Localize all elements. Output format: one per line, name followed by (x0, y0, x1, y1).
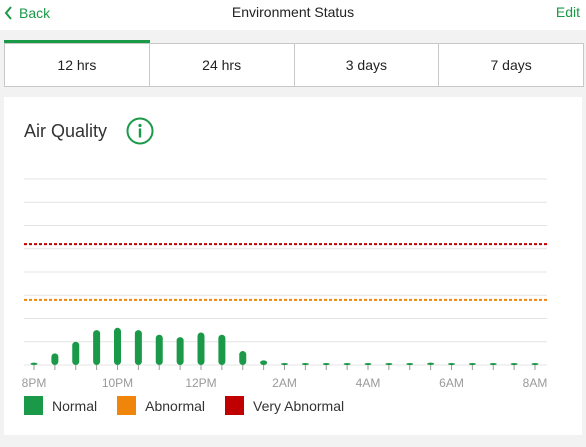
chart-bar (176, 337, 184, 365)
x-tick-label: 8PM (22, 376, 47, 390)
chart-bar (343, 363, 351, 365)
air-quality-card: Air Quality 8PM 10PM 12PM 2AM 4AM 6AM 8AM Norm… (4, 97, 582, 435)
tab-12-hrs[interactable]: 12 hrs (4, 40, 150, 86)
x-tick-label: 6AM (439, 376, 464, 390)
legend-very-abnormal-swatch (225, 396, 245, 415)
tab-3-days[interactable]: 3 days (293, 44, 439, 86)
legend-normal-swatch (24, 396, 43, 415)
chart-bar (322, 363, 330, 365)
chart-bar (448, 363, 455, 365)
back-button[interactable]: Back (4, 4, 50, 22)
chart-bar (489, 363, 497, 365)
x-tick-label: 8AM (523, 376, 548, 390)
chart-bar (364, 363, 372, 365)
legend-abnormal-label: Abnormal (145, 397, 206, 414)
chart-bar (218, 334, 226, 365)
x-tick-label: 12PM (185, 376, 216, 390)
legend-normal: Normal (24, 396, 97, 415)
edit-button[interactable]: Edit (555, 4, 580, 20)
chart-bar (427, 362, 435, 365)
tab-24-hrs[interactable]: 24 hrs (148, 44, 294, 86)
chart-bar (134, 330, 142, 365)
x-tick-label: 4AM (356, 376, 381, 390)
chart-bar (239, 351, 247, 365)
legend-normal-label: Normal (52, 397, 98, 414)
chart-bar (260, 360, 268, 365)
page-title: Environment Status (231, 4, 355, 20)
legend-very-abnormal: Very Abnormal (225, 396, 344, 415)
chart-bar (531, 363, 539, 365)
chart-bar (406, 363, 414, 365)
chart-bar (510, 363, 518, 365)
chart-bar (51, 353, 59, 365)
chart-bar (385, 363, 393, 365)
top-bar: Back Environment Status Edit (0, 0, 586, 30)
x-tick-label: 2AM (272, 376, 297, 390)
x-tick-label: 10PM (102, 376, 133, 390)
legend-abnormal: Abnormal (117, 396, 205, 415)
chart-bar (301, 363, 309, 365)
chart-bar (281, 363, 288, 365)
chart-bar (30, 362, 38, 365)
chart-bar (197, 332, 205, 365)
legend-abnormal-swatch (117, 396, 137, 415)
legend-very-abnormal-label: Very Abnormal (253, 397, 345, 414)
chart-bar (468, 363, 476, 365)
info-icon[interactable] (126, 117, 154, 145)
back-label: Back (19, 5, 51, 21)
chart-bar (72, 341, 80, 365)
chart-bar (155, 334, 163, 365)
chevron-left-icon (4, 6, 12, 20)
chart-bar (93, 330, 101, 365)
air-quality-chart: 8PM 10PM 12PM 2AM 4AM 6AM 8AM (22, 178, 548, 390)
chart-legend: Normal Abnormal Very Abnormal (24, 396, 364, 415)
time-range-tabs: 12 hrs 24 hrs 3 days 7 days (4, 40, 584, 87)
chart-bar (114, 327, 121, 365)
card-title: Air Quality (24, 121, 108, 141)
tab-7-days[interactable]: 7 days (438, 44, 583, 86)
